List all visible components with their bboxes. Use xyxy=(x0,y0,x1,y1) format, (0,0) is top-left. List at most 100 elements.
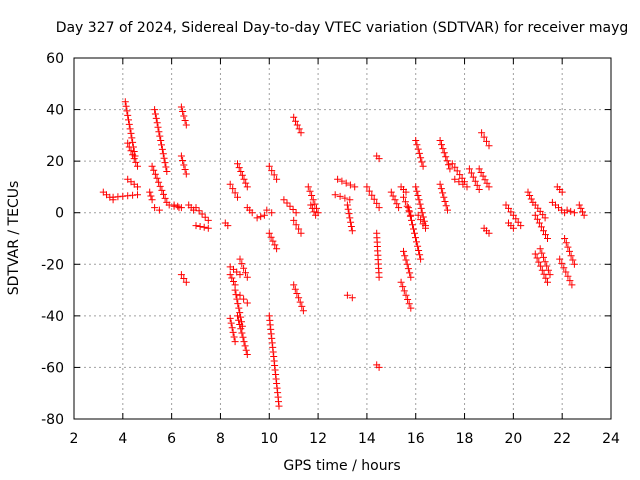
data-point-track xyxy=(177,103,190,129)
data-point-track xyxy=(400,193,415,219)
data-point-track xyxy=(121,98,139,160)
data-point-track xyxy=(531,201,549,222)
data-point-track xyxy=(265,162,281,183)
data-point-track xyxy=(192,222,212,232)
plot-frame xyxy=(73,57,612,420)
data-point-track xyxy=(397,278,415,312)
x-tick-label: 24 xyxy=(602,431,620,447)
y-tick-label: 20 xyxy=(46,154,64,170)
data-point-track xyxy=(412,183,429,230)
data-point-track xyxy=(99,188,117,204)
data-point-track xyxy=(307,201,320,219)
data-point-track xyxy=(304,183,322,217)
y-tick-label: -20 xyxy=(41,257,64,273)
data-point-track xyxy=(448,160,468,186)
data-point-track xyxy=(373,152,383,163)
data-point-track xyxy=(226,263,244,279)
data-point-track xyxy=(109,191,141,201)
data-point-track xyxy=(373,229,383,281)
data-point-track xyxy=(280,196,300,217)
data-point-track xyxy=(400,247,415,281)
data-point-track xyxy=(226,271,239,289)
data-point-track xyxy=(502,201,525,230)
data-point-track xyxy=(151,204,163,214)
data-point-track xyxy=(404,204,425,263)
x-tick-label: 16 xyxy=(407,431,425,447)
data-points xyxy=(99,98,588,410)
data-point-track xyxy=(177,271,190,286)
data-point-track xyxy=(561,235,578,268)
data-point-track xyxy=(575,201,588,219)
data-point-track xyxy=(124,139,141,170)
data-point-track xyxy=(290,113,305,137)
y-tick-label: 60 xyxy=(46,51,64,67)
data-point-track xyxy=(236,255,251,281)
x-tick-label: 2 xyxy=(70,431,79,447)
y-tick-label: 40 xyxy=(46,103,64,119)
data-point-track xyxy=(387,188,403,212)
data-point-track xyxy=(524,188,537,206)
data-point-track xyxy=(480,224,493,237)
data-point-track xyxy=(170,201,185,212)
y-axis-label: SDTVAR / TECUs xyxy=(6,181,22,296)
grid xyxy=(74,58,611,419)
data-point-track xyxy=(185,201,198,214)
data-point-track xyxy=(124,175,141,191)
data-point-track xyxy=(243,204,256,217)
data-point-track xyxy=(226,314,239,346)
x-tick-label: 4 xyxy=(118,431,127,447)
data-point-track xyxy=(236,291,251,307)
data-point-track xyxy=(265,229,281,253)
data-point-track xyxy=(363,183,383,212)
data-point-track xyxy=(548,198,569,217)
data-point-track xyxy=(146,188,156,204)
y-tick-label: -60 xyxy=(41,360,64,376)
y-tick-label: 0 xyxy=(55,206,64,222)
data-point-track xyxy=(265,312,283,410)
x-tick-label: 10 xyxy=(260,431,278,447)
data-point-track xyxy=(290,281,307,315)
y-tick-label: -80 xyxy=(41,412,64,428)
data-point-track xyxy=(397,183,410,196)
x-tick-label: 18 xyxy=(456,431,474,447)
data-point-track xyxy=(478,129,493,150)
data-point-track xyxy=(536,245,554,279)
data-point-track xyxy=(148,162,171,206)
data-point-track xyxy=(436,137,454,173)
x-tick-label: 8 xyxy=(216,431,225,447)
data-point-track xyxy=(556,255,576,289)
data-point-track xyxy=(231,286,246,330)
data-point-track xyxy=(475,165,493,191)
data-point-track xyxy=(151,106,171,175)
data-point-track xyxy=(192,204,212,224)
data-point-track xyxy=(373,361,383,371)
data-point-track xyxy=(563,206,578,217)
data-point-track xyxy=(221,219,232,230)
data-point-track xyxy=(234,160,251,191)
data-point-track xyxy=(553,183,566,196)
data-point-track xyxy=(263,206,276,217)
data-point-track xyxy=(226,180,241,201)
data-point-track xyxy=(290,216,305,237)
data-point-track xyxy=(234,312,251,358)
data-point-track xyxy=(177,152,190,178)
data-point-track xyxy=(414,211,429,232)
chart-title: Day 327 of 2024, Sidereal Day-to-day VTE… xyxy=(56,20,629,36)
data-point-track xyxy=(334,175,359,191)
data-point-track xyxy=(331,191,354,204)
x-tick-label: 20 xyxy=(504,431,522,447)
data-point-track xyxy=(531,211,551,242)
data-point-track xyxy=(412,137,427,170)
x-tick-label: 12 xyxy=(309,431,327,447)
x-tick-label: 22 xyxy=(553,431,571,447)
x-tick-label: 14 xyxy=(358,431,376,447)
y-tick-label: -40 xyxy=(41,309,64,325)
x-axis-label: GPS time / hours xyxy=(283,458,400,474)
x-tick-label: 6 xyxy=(167,431,176,447)
data-point-track xyxy=(531,250,551,286)
data-point-track xyxy=(451,175,471,191)
data-point-track xyxy=(343,201,356,235)
data-point-track xyxy=(505,219,517,232)
